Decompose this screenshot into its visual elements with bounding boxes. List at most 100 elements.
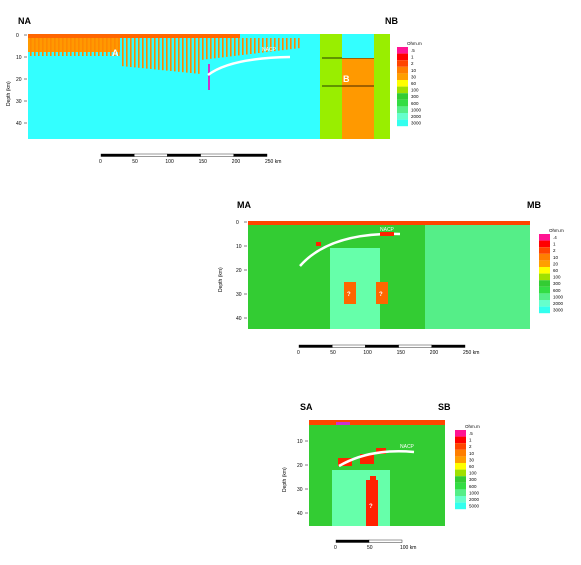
legend-swatch (397, 106, 408, 113)
legend-swatch (539, 260, 550, 267)
legend-value: 10 (411, 68, 417, 73)
south-surface-conductor (309, 420, 445, 425)
legend-value: 60 (411, 81, 417, 86)
legend-swatch (455, 436, 466, 444)
north-stripe-5 (50, 38, 52, 56)
legend-swatch (539, 240, 550, 248)
legend-value: .5 (469, 431, 473, 436)
legend-swatch (539, 253, 550, 261)
legend-swatch (397, 86, 408, 94)
scale-label: 50 (330, 350, 336, 356)
north-stripe-52 (238, 38, 240, 56)
scale-label: 250 km (265, 159, 281, 165)
north-stripe-48 (222, 38, 224, 58)
middle-q2-label: ? (379, 292, 383, 298)
y-tick-label: 30 (297, 487, 303, 493)
north-block-left-edge (320, 34, 342, 139)
north-stripe-63 (282, 38, 284, 51)
legend-swatch (539, 247, 550, 254)
scale-label: 200 (232, 159, 241, 165)
scale-label: 0 (99, 159, 102, 165)
north-stripe-37 (178, 38, 180, 72)
north-block-right-edge (374, 34, 390, 139)
north-stripe-47 (218, 38, 220, 58)
north-stripe-49 (226, 38, 228, 57)
legend-value: 60 (469, 464, 475, 469)
legend-swatch (455, 476, 466, 483)
legend-swatch (539, 280, 550, 287)
north-stripe-10 (70, 38, 72, 56)
y-tick-label: 10 (16, 55, 22, 61)
north-stripe-17 (98, 38, 100, 56)
y-tick-label: 30 (16, 99, 22, 105)
legend-swatch (397, 60, 408, 67)
north-stripe-53 (242, 38, 244, 55)
y-tick-label: 40 (297, 511, 303, 517)
north-stripe-57 (258, 38, 260, 54)
north-stripe-41 (194, 38, 196, 74)
north-stripe-2 (38, 38, 40, 56)
legend-value: 2 (553, 248, 556, 253)
north-stripe-29 (146, 38, 148, 69)
middle-small-conductor (316, 242, 321, 246)
legend-swatch (455, 469, 466, 477)
north-stripe-16 (94, 38, 96, 56)
scale-segment (335, 539, 370, 543)
south-conductor-mid (360, 454, 374, 464)
legend-value: 300 (553, 281, 561, 286)
legend-swatch (455, 496, 466, 503)
legend-swatch (539, 267, 550, 274)
legend-swatch (397, 73, 408, 80)
legend-swatch (539, 234, 550, 241)
north-stripe-12 (78, 38, 80, 56)
north-stripe-14 (86, 38, 88, 56)
north-stripe-39 (186, 38, 188, 73)
north-stripe-59 (266, 38, 268, 53)
north-stripe-45 (210, 38, 212, 59)
north-stripe-36 (174, 38, 176, 72)
north-nacp-label: NACP (262, 47, 277, 53)
legend-swatch (397, 99, 408, 107)
legend-swatch (539, 300, 550, 307)
legend-value: 1000 (411, 107, 422, 112)
north-annot-b: B (343, 74, 350, 84)
north-stripe-23 (122, 38, 124, 67)
y-tick-label: 0 (16, 33, 19, 39)
north-panel: NA NB NACP A B Depth (km) 0 10 20 30 40 0 50 1… (6, 16, 422, 165)
legend-value: 1 (411, 55, 414, 60)
north-stripe-4 (46, 38, 48, 56)
south-left-label: SA (300, 402, 313, 412)
north-stripe-67 (298, 38, 300, 49)
legend-value: 30 (411, 74, 417, 79)
legend-value: 1 (553, 242, 556, 247)
middle-anomaly-q2 (376, 282, 388, 304)
south-right-label: SB (438, 402, 451, 412)
legend-value: 1 (469, 438, 472, 443)
legend-value: 300 (469, 477, 477, 482)
middle-distance-scale: 0 50 100 150 200 250 km (297, 344, 479, 356)
legend-swatch (455, 449, 466, 457)
legend-value: 20 (553, 261, 559, 266)
north-stripe-56 (254, 38, 256, 54)
legend-value: 30 (469, 457, 475, 462)
y-tick-label: 20 (297, 463, 303, 469)
north-stripe-31 (154, 38, 156, 70)
north-stripe-7 (58, 38, 60, 56)
legend-value: 5000 (469, 504, 480, 509)
north-stripe-28 (142, 38, 144, 69)
north-y-ticks: 0 10 20 30 40 (16, 33, 27, 127)
scale-label: 100 (363, 350, 372, 356)
legend-swatch (397, 93, 408, 100)
north-stripe-1 (34, 38, 36, 56)
north-stripe-11 (74, 38, 76, 56)
y-tick-label: 30 (236, 292, 242, 298)
legend-swatch (455, 456, 466, 463)
legend-value: 3000 (411, 121, 422, 126)
south-y-ticks: 10 20 30 40 (297, 439, 308, 517)
north-stripe-22 (118, 38, 120, 56)
south-nacp-curve (338, 450, 415, 468)
legend-value: 100 (553, 275, 561, 280)
north-block-top-cyan (342, 34, 374, 58)
scale-segment (233, 153, 268, 157)
